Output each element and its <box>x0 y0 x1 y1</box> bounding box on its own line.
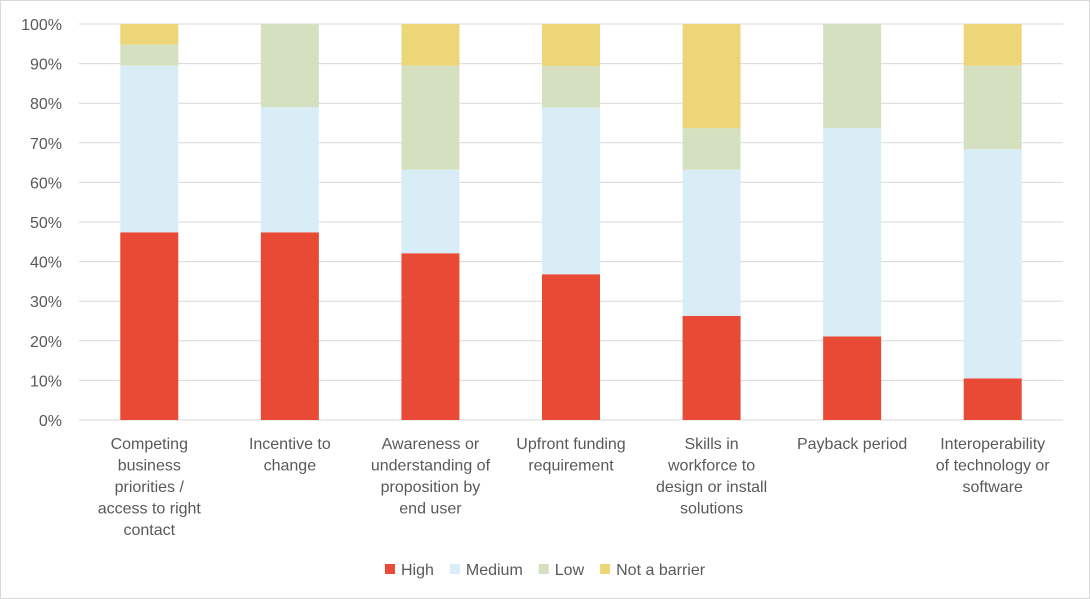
x-category-label: business <box>118 458 181 475</box>
x-category-label: workforce to <box>667 458 755 475</box>
bar-segment-medium <box>823 128 882 337</box>
x-category-label: priorities / <box>115 479 185 496</box>
y-tick-label: 50% <box>30 215 62 232</box>
bar-segment-low <box>401 65 460 170</box>
x-category-label: access to right <box>98 501 202 518</box>
x-category-label: change <box>264 458 317 475</box>
bar-segment-medium <box>401 169 460 254</box>
x-category-label: solutions <box>680 501 743 518</box>
bar-segment-low <box>823 24 882 129</box>
y-tick-label: 0% <box>39 413 62 430</box>
bar-segment-low <box>682 128 741 170</box>
y-tick-label: 60% <box>30 175 62 192</box>
x-category-label: Incentive to <box>249 436 331 453</box>
y-tick-label: 100% <box>21 17 62 34</box>
legend: High Medium Low Not a barrier <box>384 562 706 579</box>
bar-segment-not-a-barrier <box>401 24 460 66</box>
x-category-label: proposition by <box>381 479 481 496</box>
bar-segment-low <box>120 44 179 66</box>
bar-segment-low <box>963 65 1022 150</box>
bar-segment-low <box>260 24 319 108</box>
x-category-label: Competing <box>111 436 188 453</box>
bar-segment-not-a-barrier <box>682 24 741 129</box>
legend-swatch-not-a-barrier <box>600 564 611 574</box>
x-category-label: Skills in <box>684 436 738 453</box>
y-axis: 0% 10% 20% 30% 40% 50% 60% 70% 80% 90% 100% <box>21 17 62 430</box>
y-tick-label: 70% <box>30 136 62 153</box>
bar-segment-high <box>542 274 600 420</box>
legend-label: Not a barrier <box>616 562 706 579</box>
x-category-label: Awareness or <box>382 436 480 453</box>
legend-label: High <box>401 562 434 579</box>
legend-label: Low <box>555 562 585 579</box>
x-category-label: Payback period <box>797 436 907 453</box>
bar-segment-not-a-barrier <box>120 24 179 45</box>
y-tick-label: 20% <box>30 334 62 351</box>
bar-segment-high <box>963 378 1022 420</box>
x-axis: Competing business priorities / access to r… <box>98 436 1051 539</box>
x-category-label: Upfront funding <box>516 436 625 453</box>
bar-segment-not-a-barrier <box>963 24 1022 66</box>
x-category-label: software <box>962 479 1023 496</box>
y-tick-label: 30% <box>30 294 62 311</box>
bar-segment-high <box>401 253 460 420</box>
x-category-label: of technology or <box>936 458 1051 475</box>
bar-segment-high <box>823 336 882 420</box>
legend-swatch-low <box>538 564 549 574</box>
bar-segment-medium <box>120 65 179 233</box>
x-category-label: Interoperability <box>940 436 1045 453</box>
bar-segment-medium <box>260 107 319 233</box>
x-category-label: understanding of <box>371 458 491 475</box>
y-tick-label: 10% <box>30 373 62 390</box>
bar-segment-medium <box>963 149 1022 379</box>
x-category-label: design or install <box>656 479 767 496</box>
x-category-label: end user <box>399 501 462 518</box>
bars <box>120 24 1022 420</box>
bar-segment-medium <box>542 107 600 275</box>
legend-swatch-high <box>384 564 395 574</box>
legend-label: Medium <box>466 562 523 579</box>
bar-segment-low <box>542 65 600 108</box>
bar-segment-medium <box>682 169 741 316</box>
y-tick-label: 40% <box>30 255 62 272</box>
bar-segment-high <box>682 315 741 420</box>
bar-segment-high <box>260 232 319 420</box>
x-category-label: requirement <box>528 458 614 475</box>
x-category-label: contact <box>123 522 175 539</box>
y-tick-label: 90% <box>30 57 62 74</box>
bar-segment-not-a-barrier <box>542 24 600 66</box>
y-tick-label: 80% <box>30 96 62 113</box>
bar-segment-high <box>120 232 179 420</box>
legend-swatch-medium <box>449 564 460 574</box>
